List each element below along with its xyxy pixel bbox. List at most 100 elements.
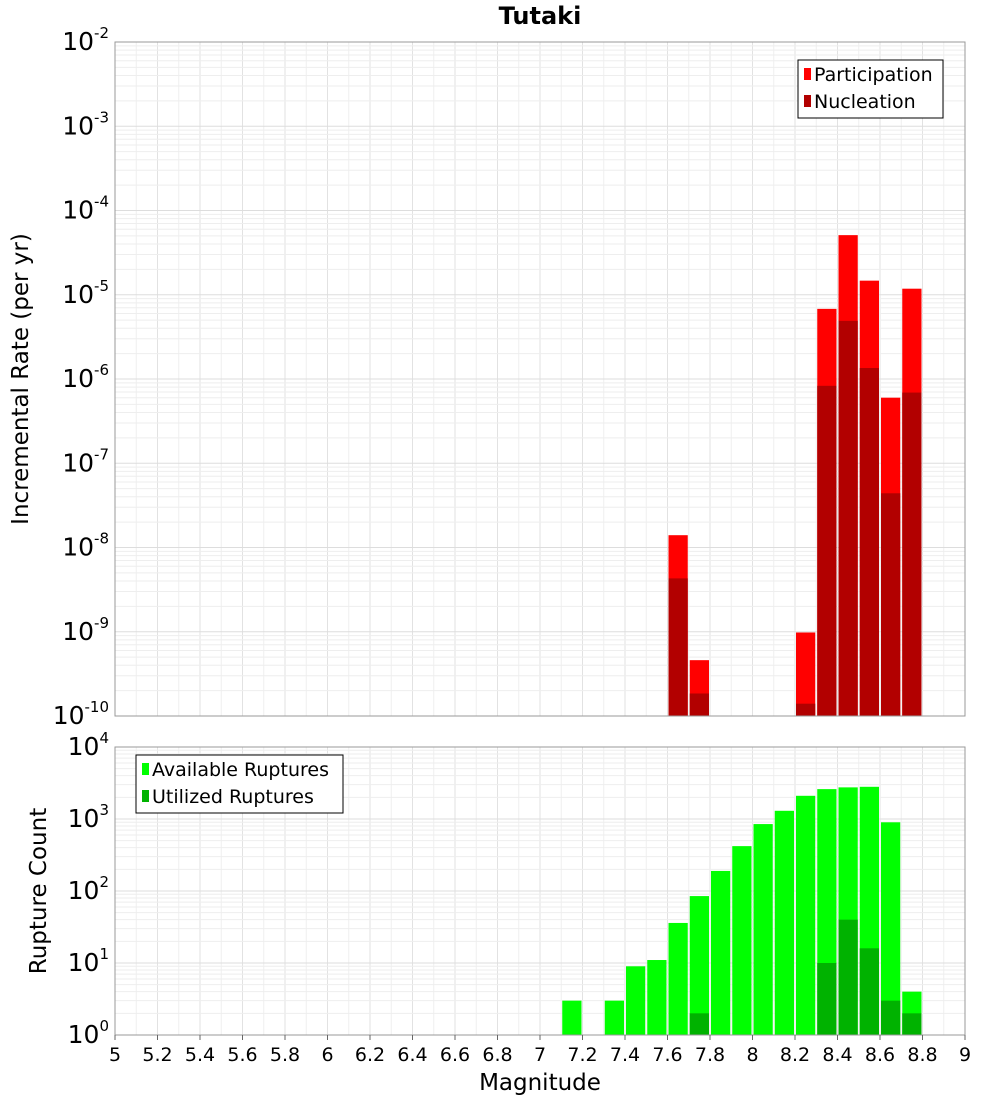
bar: [838, 919, 858, 1035]
x-tick-label: 6: [321, 1044, 333, 1066]
x-tick-label: 7.2: [567, 1044, 597, 1066]
bar: [859, 368, 879, 716]
x-tick-labels: 5 5.2 5.4 5.6 5.8 6 6.2 6.4 6.6 6.8 7 7.2 7.4 7.6 7.8 8…: [109, 1035, 971, 1066]
y-tick-base: 10: [68, 1020, 100, 1049]
y-tick-label: 10-2: [62, 24, 109, 56]
bar: [796, 795, 816, 1035]
y-tick-base: 10: [62, 111, 94, 140]
bar: [859, 948, 879, 1035]
x-tick-label: 8.6: [865, 1044, 895, 1066]
legend: Participation Nucleation: [797, 59, 944, 119]
bar: [753, 824, 773, 1035]
legend-swatch: [142, 790, 149, 802]
y-tick-exponent: -2: [94, 24, 109, 42]
y-tick-base: 10: [68, 732, 100, 761]
y-tick-base: 10: [62, 280, 94, 309]
y-tick-base: 10: [62, 27, 94, 56]
bar: [604, 1000, 624, 1035]
y-tick-label: 100: [68, 1017, 109, 1049]
bar: [796, 632, 816, 716]
legend-entry: Available Ruptures: [152, 759, 329, 781]
y-tick-label: 10-3: [62, 108, 109, 140]
x-tick-label: 7.6: [652, 1044, 682, 1066]
bar: [817, 963, 837, 1035]
bar: [796, 703, 816, 716]
bar: [838, 320, 858, 716]
x-tick-label: 5.8: [270, 1044, 300, 1066]
y-tick-exponent: -8: [94, 530, 109, 548]
x-tick-label: 8.2: [780, 1044, 810, 1066]
legend-swatch: [804, 68, 811, 80]
series-2: [689, 919, 922, 1035]
y-tick-exponent: -6: [94, 361, 109, 379]
y-tick-exponent: -5: [94, 277, 109, 295]
y-tick-exponent: 3: [99, 801, 109, 819]
x-tick-label: 8.4: [822, 1044, 852, 1066]
y-tick-base: 10: [62, 196, 94, 225]
legend-box: [135, 754, 344, 814]
panel-1: 10-1010-910-810-710-610-510-410-310-2Inc…: [8, 2, 966, 730]
y-tick-exponent: 0: [99, 1017, 109, 1035]
bar: [668, 578, 688, 716]
plot-frame: [114, 41, 966, 717]
chart-title: Tutaki: [499, 2, 582, 30]
y-tick-base: 10: [62, 448, 94, 477]
x-tick-label: 5.4: [185, 1044, 215, 1066]
y-tick-base: 10: [62, 617, 94, 646]
x-tick-label: 5.6: [227, 1044, 257, 1066]
bar: [732, 846, 752, 1035]
y-tick-base: 10: [68, 804, 100, 833]
x-axis-title: Magnitude: [479, 1070, 601, 1096]
legend-entry: Nucleation: [814, 91, 916, 113]
bar: [774, 810, 794, 1035]
y-tick-base: 10: [68, 876, 100, 905]
y-tick-label: 10-9: [62, 614, 109, 646]
y-tick-exponent: 1: [99, 945, 109, 963]
bar: [668, 922, 688, 1035]
bar: [902, 1013, 922, 1035]
x-tick-label: 5: [109, 1044, 121, 1066]
bar: [626, 966, 646, 1035]
y-tick-base: 10: [53, 701, 85, 730]
legend-entry: Participation: [814, 64, 933, 86]
y-tick-base: 10: [62, 533, 94, 562]
y-tick-label: 104: [68, 729, 109, 761]
y-tick-label: 103: [68, 801, 109, 833]
y-tick-label: 10-4: [62, 193, 109, 225]
y-tick-label: 10-5: [62, 277, 109, 309]
bar: [711, 870, 731, 1035]
y-tick-label: 10-8: [62, 530, 109, 562]
x-tick-label: 6.4: [397, 1044, 427, 1066]
y-tick-exponent: -7: [94, 445, 109, 463]
legend-swatch: [804, 95, 811, 107]
x-tick-label: 9: [959, 1044, 971, 1066]
x-tick-label: 6.8: [482, 1044, 512, 1066]
bar: [881, 822, 901, 1035]
bar: [562, 1000, 582, 1035]
y-tick-exponent: -10: [85, 698, 110, 716]
bar: [902, 392, 922, 716]
x-tick-label: 5.2: [142, 1044, 172, 1066]
legend-entry: Utilized Ruptures: [152, 786, 314, 808]
legend-box: [797, 59, 944, 119]
grid: [114, 42, 966, 717]
y-tick-label: 101: [68, 945, 109, 977]
y-tick-label: 102: [68, 873, 109, 905]
x-tick-label: 7.8: [695, 1044, 725, 1066]
legend: Available Ruptures Utilized Ruptures: [135, 754, 344, 814]
x-tick-label: 8: [746, 1044, 758, 1066]
series-2: [668, 320, 922, 716]
bar: [689, 896, 709, 1035]
bar: [689, 1013, 709, 1035]
x-tick-label: 7: [534, 1044, 546, 1066]
y-tick-label: 10-7: [62, 445, 109, 477]
bar: [647, 960, 667, 1035]
y-tick-base: 10: [68, 948, 100, 977]
x-tick-label: 6.2: [355, 1044, 385, 1066]
y-axis-title: Rupture Count: [26, 808, 52, 974]
